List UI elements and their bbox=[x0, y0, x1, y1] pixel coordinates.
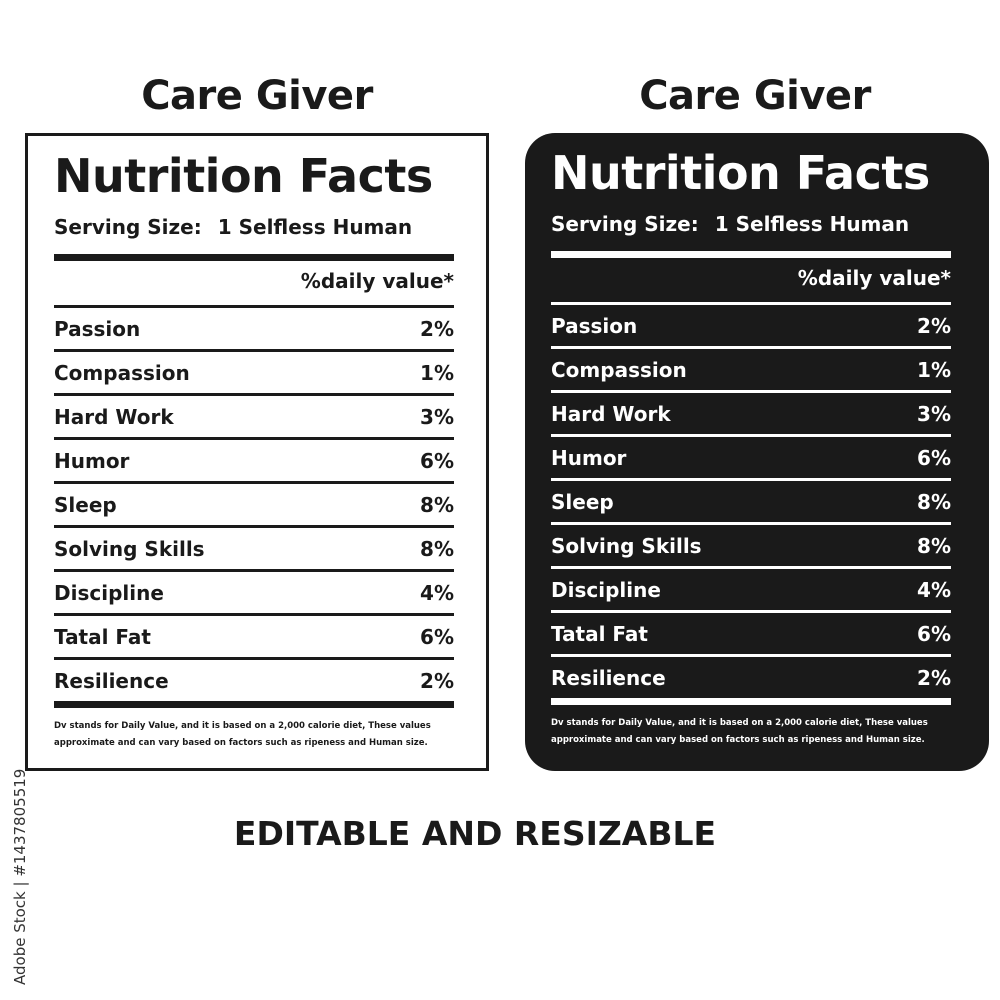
nutrient-row: Passion 2% bbox=[54, 305, 454, 349]
thick-divider bbox=[54, 701, 454, 708]
nutrient-value: 6% bbox=[917, 445, 951, 470]
serving-size: Serving Size: 1 Selfless Human bbox=[551, 211, 909, 237]
serving-size-value: 1 Selfless Human bbox=[217, 215, 413, 239]
nutrient-row: Sleep 8% bbox=[54, 481, 454, 525]
nutrient-value: 2% bbox=[420, 668, 454, 693]
nutrient-name: Compassion bbox=[54, 360, 190, 385]
nutrient-name: Humor bbox=[54, 448, 130, 473]
nutrition-facts-title: Nutrition Facts bbox=[54, 149, 433, 203]
nutrient-value: 2% bbox=[420, 316, 454, 341]
nutrient-row: Discipline 4% bbox=[551, 566, 951, 610]
nutrient-value: 6% bbox=[420, 448, 454, 473]
nutrient-name: Resilience bbox=[54, 668, 169, 693]
nutrient-row: Compassion 1% bbox=[54, 349, 454, 393]
nutrient-name: Solving Skills bbox=[551, 533, 702, 558]
nutrient-row: Humor 6% bbox=[54, 437, 454, 481]
nutrient-value: 8% bbox=[917, 533, 951, 558]
nutrient-value: 6% bbox=[420, 624, 454, 649]
nutrient-name: Resilience bbox=[551, 665, 666, 690]
nutrient-name: Solving Skills bbox=[54, 536, 205, 561]
thick-divider bbox=[551, 251, 951, 258]
nutrient-row: Sleep 8% bbox=[551, 478, 951, 522]
nutrient-row: Compassion 1% bbox=[551, 346, 951, 390]
thick-divider bbox=[551, 698, 951, 705]
nutrient-value: 8% bbox=[420, 492, 454, 517]
nutrient-value: 3% bbox=[420, 404, 454, 429]
thick-divider bbox=[54, 254, 454, 261]
nutrition-facts-title: Nutrition Facts bbox=[551, 146, 930, 200]
nutrient-row: Humor 6% bbox=[551, 434, 951, 478]
nutrient-row: Passion 2% bbox=[551, 302, 951, 346]
editable-caption: EDITABLE AND RESIZABLE bbox=[233, 814, 717, 853]
nutrient-name: Passion bbox=[551, 313, 638, 338]
nutrient-name: Tatal Fat bbox=[54, 624, 151, 649]
nutrient-value: 6% bbox=[917, 621, 951, 646]
nutrient-row: Hard Work 3% bbox=[551, 390, 951, 434]
nutrient-value: 2% bbox=[917, 313, 951, 338]
nutrient-value: 8% bbox=[420, 536, 454, 561]
nutrient-row: Resilience 2% bbox=[551, 654, 951, 698]
serving-size-label: Serving Size: bbox=[54, 215, 202, 239]
serving-size-value: 1 Selfless Human bbox=[714, 212, 910, 236]
nutrition-label-white: Nutrition Facts Serving Size: 1 Selfless … bbox=[25, 133, 489, 771]
nutrient-name: Discipline bbox=[54, 580, 164, 605]
left-heading: Care Giver bbox=[141, 73, 373, 119]
nutrient-row: Tatal Fat 6% bbox=[54, 613, 454, 657]
nutrient-row: Hard Work 3% bbox=[54, 393, 454, 437]
nutrient-name: Discipline bbox=[551, 577, 661, 602]
nutrient-rows: Passion 2% Compassion 1% Hard Work 3% Humor… bbox=[54, 305, 454, 701]
nutrient-row: Solving Skills 8% bbox=[54, 525, 454, 569]
nutrient-row: Solving Skills 8% bbox=[551, 522, 951, 566]
right-heading: Care Giver bbox=[639, 73, 871, 119]
nutrient-value: 1% bbox=[917, 357, 951, 382]
daily-value-header: %daily value* bbox=[797, 266, 951, 290]
serving-size-label: Serving Size: bbox=[551, 212, 699, 236]
nutrient-value: 2% bbox=[917, 665, 951, 690]
nutrient-rows: Passion 2% Compassion 1% Hard Work 3% Humor… bbox=[551, 302, 951, 698]
nutrient-name: Humor bbox=[551, 445, 627, 470]
nutrient-name: Hard Work bbox=[54, 404, 174, 429]
nutrient-name: Sleep bbox=[551, 489, 614, 514]
nutrient-row: Discipline 4% bbox=[54, 569, 454, 613]
nutrient-value: 3% bbox=[917, 401, 951, 426]
nutrition-label-black: Nutrition Facts Serving Size: 1 Selfless … bbox=[525, 133, 989, 771]
nutrient-value: 4% bbox=[917, 577, 951, 602]
footnote: Dv stands for Daily Value, and it is bas… bbox=[54, 721, 431, 748]
nutrient-name: Passion bbox=[54, 316, 141, 341]
nutrient-name: Compassion bbox=[551, 357, 687, 382]
nutrient-value: 1% bbox=[420, 360, 454, 385]
nutrient-value: 4% bbox=[420, 580, 454, 605]
nutrient-name: Sleep bbox=[54, 492, 117, 517]
nutrient-value: 8% bbox=[917, 489, 951, 514]
serving-size: Serving Size: 1 Selfless Human bbox=[54, 214, 412, 240]
nutrient-name: Tatal Fat bbox=[551, 621, 648, 646]
nutrient-row: Tatal Fat 6% bbox=[551, 610, 951, 654]
nutrient-row: Resilience 2% bbox=[54, 657, 454, 701]
footnote: Dv stands for Daily Value, and it is bas… bbox=[551, 718, 928, 745]
nutrient-name: Hard Work bbox=[551, 401, 671, 426]
stock-credit: Adobe Stock | #1437805519 bbox=[11, 768, 29, 985]
daily-value-header: %daily value* bbox=[300, 269, 454, 293]
